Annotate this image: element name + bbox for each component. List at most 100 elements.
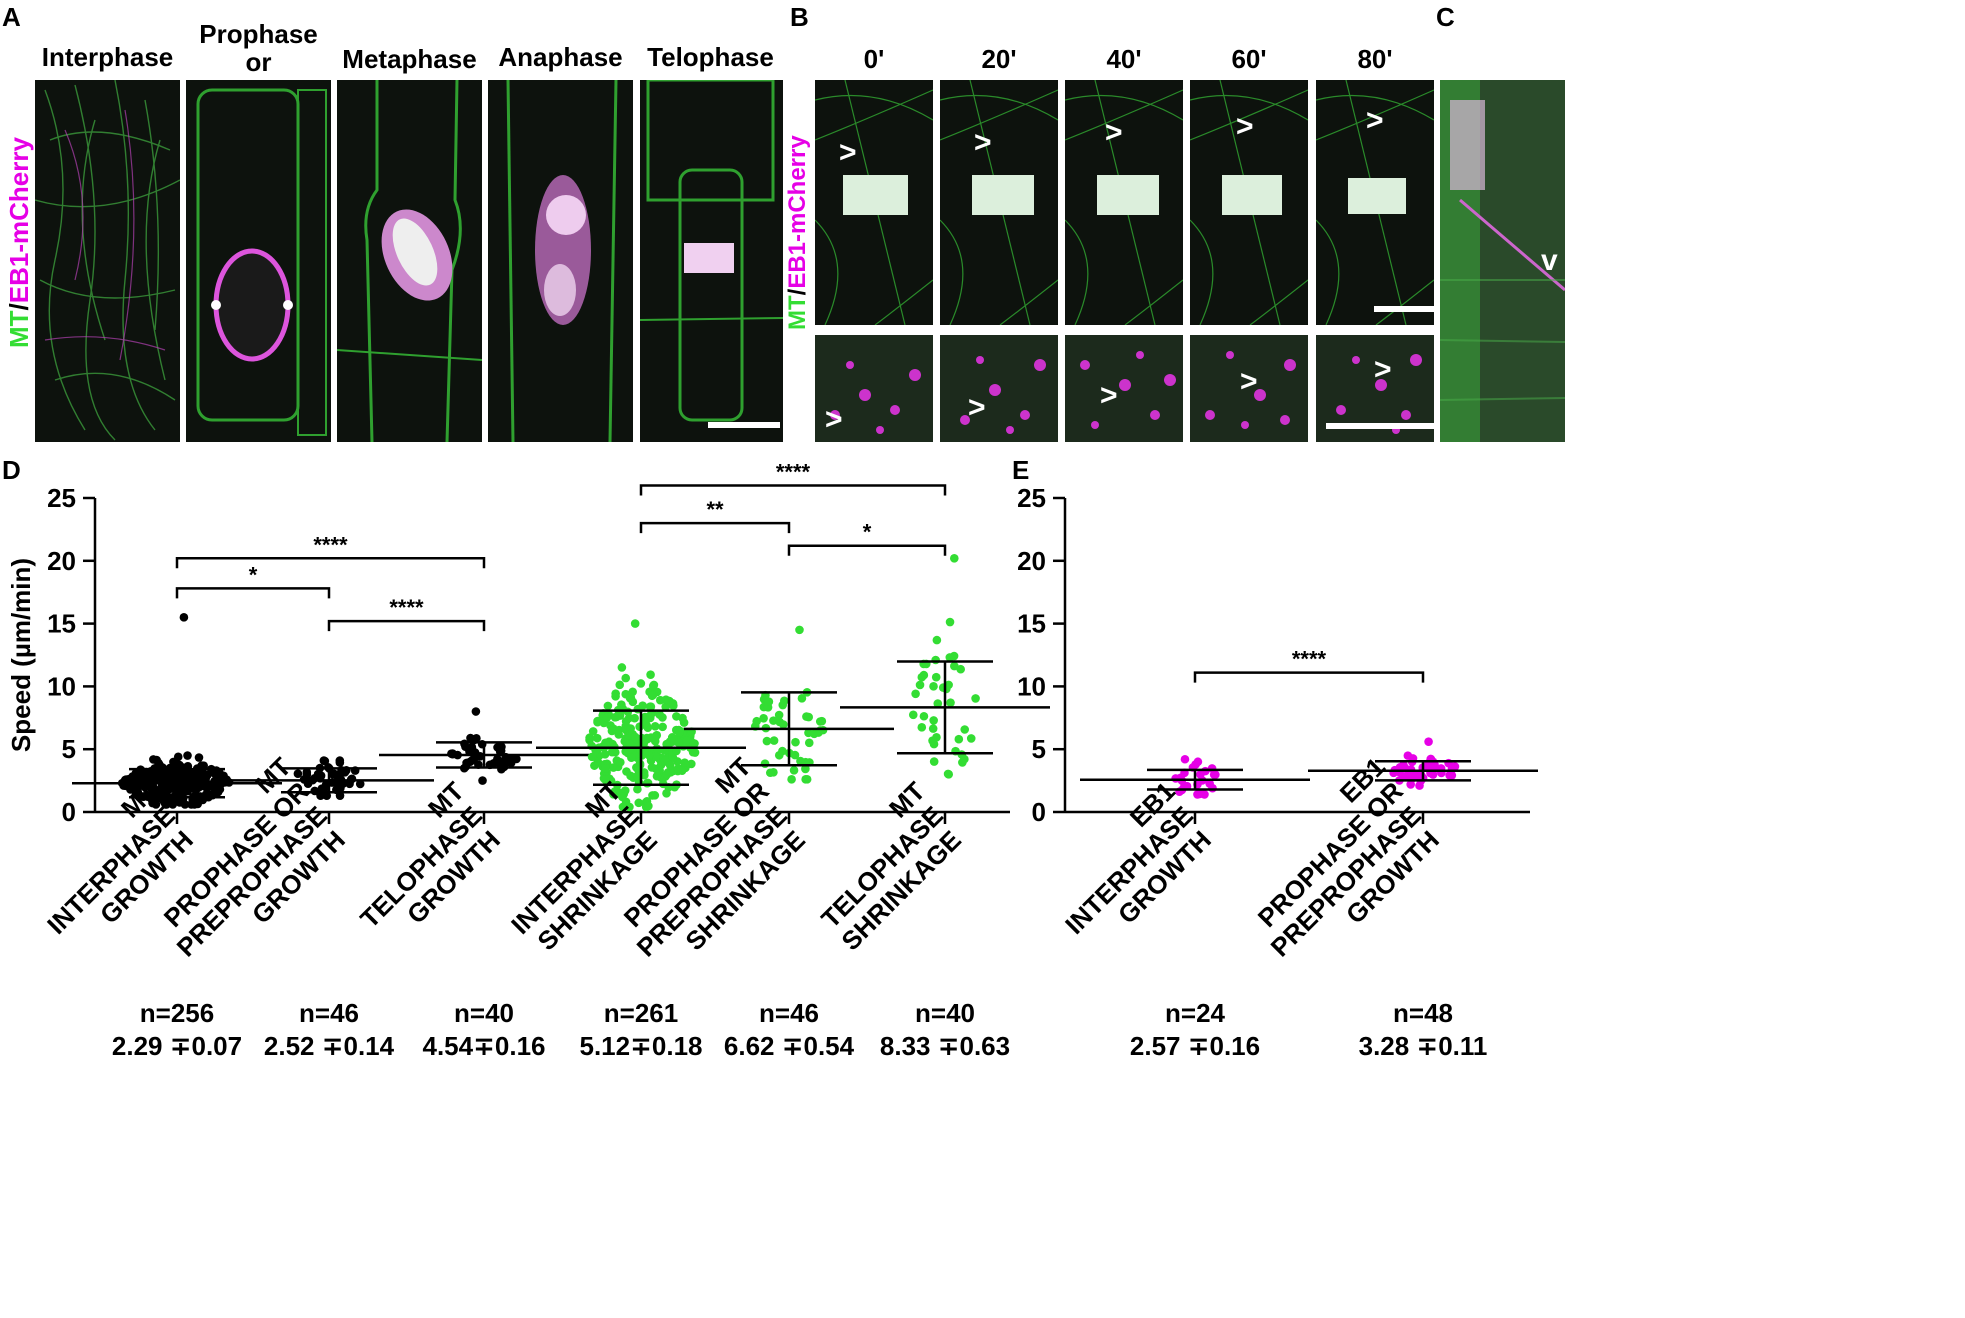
slash-label-b: / [784,288,811,296]
data-point [328,770,338,779]
category-label: TELOPHASE [354,800,488,934]
data-point [611,691,620,701]
data-point [117,778,127,788]
data-point [774,710,784,720]
data-point [1389,768,1398,778]
data-point [183,761,193,771]
data-point [173,752,183,762]
data-point [809,729,819,739]
data-point [651,731,661,741]
data-point [183,751,192,760]
data-point [178,794,188,804]
y-tick-label: 10 [1017,671,1046,701]
data-point [613,780,622,790]
data-point [647,691,657,701]
data-point [617,704,627,714]
data-point [316,771,326,781]
data-point [801,775,810,784]
data-point [950,661,959,671]
data-point [609,763,618,772]
data-point [124,775,133,784]
significance-label: ** [706,497,724,522]
data-point [192,764,202,773]
prophase-cell [196,88,327,436]
data-point [185,771,195,781]
data-point [931,655,940,665]
data-point [165,794,175,804]
data-point [148,776,157,786]
micrograph-telophase [640,80,783,442]
data-point [154,760,164,769]
data-point [171,793,181,802]
data-point [153,788,163,798]
data-point [647,708,657,718]
data-point [610,742,619,752]
data-point [1180,768,1189,778]
data-point [932,635,942,645]
data-point [644,801,653,811]
data-point [759,695,769,704]
timelapse-tile-20: > [940,80,1058,325]
data-point [175,798,184,807]
data-point [210,777,220,786]
data-point [607,747,617,757]
category-label: PREPROPHASE [171,800,333,962]
data-point [448,749,457,759]
data-point [124,774,134,784]
data-point [180,800,190,809]
y-tick-label: 0 [1032,797,1046,827]
data-point [635,760,645,770]
data-point [469,754,479,763]
data-point [601,763,611,773]
category-label: PROPHASE OR [1252,776,1409,933]
data-point [621,747,630,756]
data-point [204,780,214,789]
arrowhead-marker: > [1374,353,1392,386]
data-point [1445,770,1454,780]
data-point [130,773,139,782]
panel-a-title-telophase: Telophase [647,42,774,72]
timelapse-tile-40: > [1065,80,1183,325]
data-point [1407,774,1417,784]
data-point [585,733,594,743]
data-point [150,798,160,807]
y-tick-label: 0 [62,797,76,827]
category-label: INTERPHASE [41,800,181,940]
data-point [1447,771,1457,780]
data-point [191,780,200,790]
data-point [600,775,610,784]
data-point [208,790,217,800]
data-point [625,739,634,748]
data-point [640,713,650,723]
data-point [1414,771,1423,781]
data-point [663,752,673,762]
data-point [938,683,948,692]
data-point [660,772,670,781]
data-point [171,768,181,778]
data-point [175,781,184,790]
data-point [630,732,640,742]
data-point [635,722,644,732]
data-point [149,755,158,764]
data-point [605,774,614,784]
data-point [1180,781,1189,791]
data-point [646,702,656,711]
data-point [642,733,652,743]
data-point [148,788,157,798]
data-point [618,792,627,802]
y-axis-label: Speed (µm/min) [6,558,36,752]
panel-label-a: A [2,2,21,32]
data-point [613,705,623,715]
data-point [178,763,187,772]
mean-sem-label: 3.28 ∓0.11 [1359,1031,1488,1061]
data-point [680,758,689,768]
data-point [214,767,224,777]
data-point [769,716,778,725]
data-point [1407,757,1417,767]
data-point [600,759,610,769]
data-point [215,780,224,790]
time-0: 0' [863,44,885,74]
data-point [170,776,180,785]
data-point [338,779,348,789]
data-point [168,793,178,803]
